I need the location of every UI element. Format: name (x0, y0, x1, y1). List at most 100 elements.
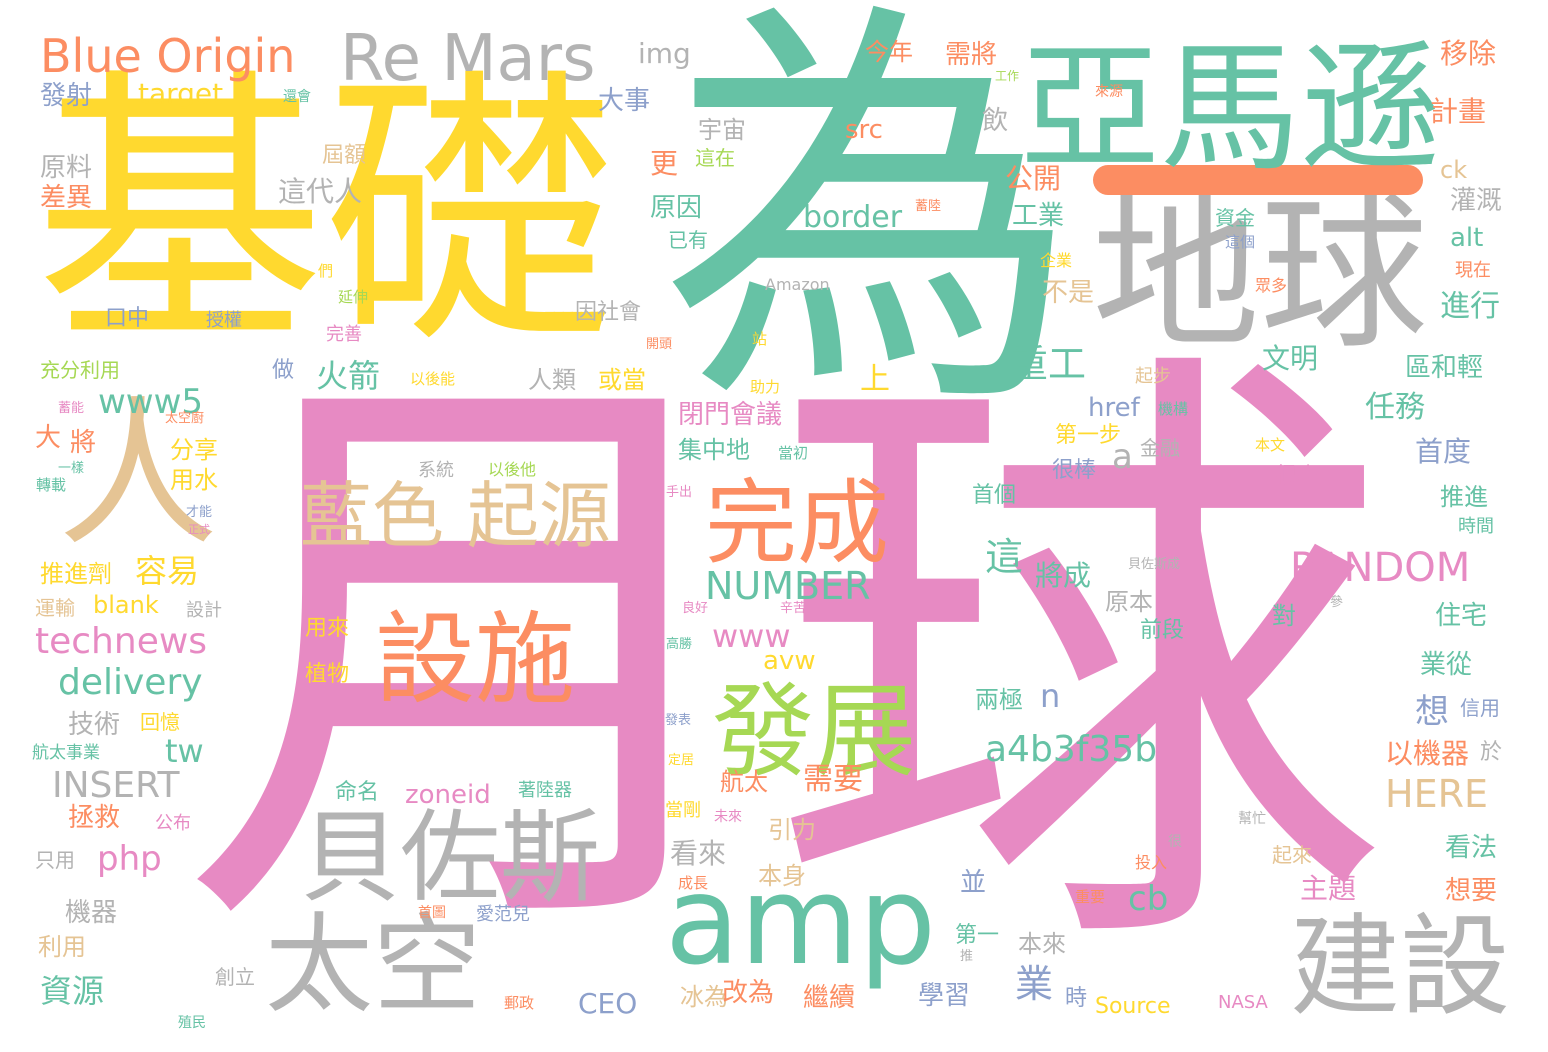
word-henbang: 很棒 (1052, 458, 1097, 483)
word-liyong: 利用 (38, 933, 86, 961)
word-chengzhang: 成長 (678, 874, 709, 892)
word-zhuoluqi: 著陸器 (518, 780, 572, 801)
word-dashi: 大事 (598, 86, 651, 116)
word-chuangli: 創立 (215, 965, 255, 989)
word-kanfa: 看法 (1445, 833, 1498, 863)
word-chongfen-liyong: 充分利用 (40, 358, 120, 382)
word-caineng: 才能 (186, 505, 213, 520)
word-renlei: 人類 (528, 366, 576, 394)
word-jiqi: 機器 (65, 898, 118, 928)
word-men: 們 (318, 262, 334, 280)
word-gaosheng: 高勝 (666, 637, 693, 652)
word-target: target (138, 77, 224, 110)
word-yinshehui: 因社會 (575, 300, 642, 325)
word-cb: cb (1128, 879, 1169, 919)
word-zhan: 站 (752, 330, 768, 348)
word-shi: 時 (1065, 986, 1088, 1011)
word-zhe-dairen: 這代人 (278, 175, 363, 208)
word-jigou: 機構 (1158, 400, 1189, 418)
word-a4b3f35b: a4b3f35b (985, 729, 1158, 770)
word-geng: 更 (650, 147, 679, 180)
word-jishu: 技術 (68, 710, 121, 740)
word-touru: 投入 (1135, 853, 1168, 872)
word-zhege: 這個 (1225, 233, 1256, 251)
word-zhe: 這 (985, 535, 1024, 579)
word-xianzai: 現在 (1455, 260, 1491, 281)
word-rongyi: 容易 (135, 552, 200, 590)
word-insert: INSERT (52, 765, 180, 806)
word-dangzhou: 當剛 (665, 800, 701, 821)
word-ck: ck (1440, 156, 1468, 184)
word-qilai: 起來 (1272, 843, 1312, 867)
word-xiangyao: 想要 (1445, 876, 1498, 906)
word-zhuti: 主題 (1300, 872, 1357, 905)
word-img: img (638, 37, 691, 70)
word-nasa: NASA (1218, 992, 1268, 1013)
word-youzheng: 郵政 (504, 994, 535, 1012)
word-huojian: 火箭 (316, 357, 381, 395)
word-ziyuan: 資源 (40, 972, 105, 1010)
word-zhiyong: 只用 (35, 848, 75, 872)
word-weizhi: 蓄能 (58, 401, 85, 416)
word-blank: blank (93, 591, 159, 619)
word-gaiwei: 改為 (722, 978, 775, 1008)
word-hangtian-shiye: 航太事業 (32, 743, 100, 763)
word-shoutu: 首圖 (418, 905, 446, 921)
word-xujiang: 需將 (945, 40, 998, 70)
word-taikong-s: 太空廚 (165, 411, 205, 426)
word-gongkai: 公開 (1005, 162, 1062, 195)
word-shang: 上 (860, 362, 890, 397)
word-zhengshi: 正式 (188, 523, 210, 536)
word-benshen: 本身 (758, 862, 806, 890)
word-guangai: 灌溉 (1450, 186, 1503, 216)
word-gongye: 工業 (1012, 201, 1065, 231)
word-kanlai: 看來 (670, 837, 727, 870)
word-qu-heqing: 區和輕 (1405, 353, 1484, 383)
word-xiang: 想 (1415, 692, 1449, 732)
word-ye: 業 (1015, 962, 1054, 1006)
word-yiyou: 已有 (668, 228, 708, 252)
word-alt: alt (1450, 223, 1484, 253)
word-shijian: 時間 (1458, 516, 1494, 537)
word-href: href (1088, 393, 1140, 423)
word-zhuzhai: 住宅 (1435, 601, 1488, 631)
word-sheshi: 設施 (375, 601, 575, 718)
word-yongshui: 用水 (170, 466, 218, 494)
word-www: www (712, 617, 791, 655)
word-bing: 並 (960, 868, 987, 898)
word-beizuosi: 貝佐斯 (300, 799, 600, 916)
word-xinku: 辛苦 (780, 601, 807, 616)
word-qibu: 起步 (1135, 366, 1171, 387)
word-weixing: 蓄陸 (915, 199, 942, 214)
word-yi-bar (1093, 165, 1423, 195)
word-avw: avw (763, 646, 816, 676)
word-zuo: 做 (272, 358, 295, 383)
word-dingju: 定居 (668, 753, 695, 768)
word-random: RANDOM (1290, 545, 1471, 591)
word-zhimin: 殖民 (178, 1015, 206, 1031)
word-yonglai: 用來 (305, 616, 350, 641)
word-yecong: 業從 (1420, 650, 1473, 680)
word-xinyong: 信用 (1460, 696, 1500, 720)
word-diqiu: 地球 (1092, 176, 1428, 372)
word-tui: 推 (960, 949, 974, 964)
word-src: src (845, 115, 883, 145)
word-huiyi: 回憶 (140, 710, 180, 734)
word-n: n (1040, 677, 1061, 715)
word-yinshi: 飲 (982, 106, 1009, 136)
word-amp: amp (665, 850, 937, 992)
word-zhezai: 這在 (695, 146, 735, 170)
word-source: Source (1095, 994, 1171, 1019)
word-technews: technews (35, 621, 208, 662)
word-aifaner: 愛范兒 (476, 904, 530, 925)
word-amazon: Amazon (765, 275, 830, 294)
word-wei: 為 (660, 0, 1080, 459)
word-meiguo: 美國 (1072, 765, 1099, 780)
word-yuzhou: 宇宙 (698, 116, 746, 144)
word-diyi: 第一 (955, 923, 1000, 948)
word-wancheng: 完成 (705, 470, 890, 577)
word-jixu: 繼續 (803, 983, 856, 1013)
word-jinnian: 今年 (865, 38, 913, 66)
word-zhiwu: 植物 (305, 662, 350, 687)
word-chayi: 差異 (40, 183, 93, 213)
